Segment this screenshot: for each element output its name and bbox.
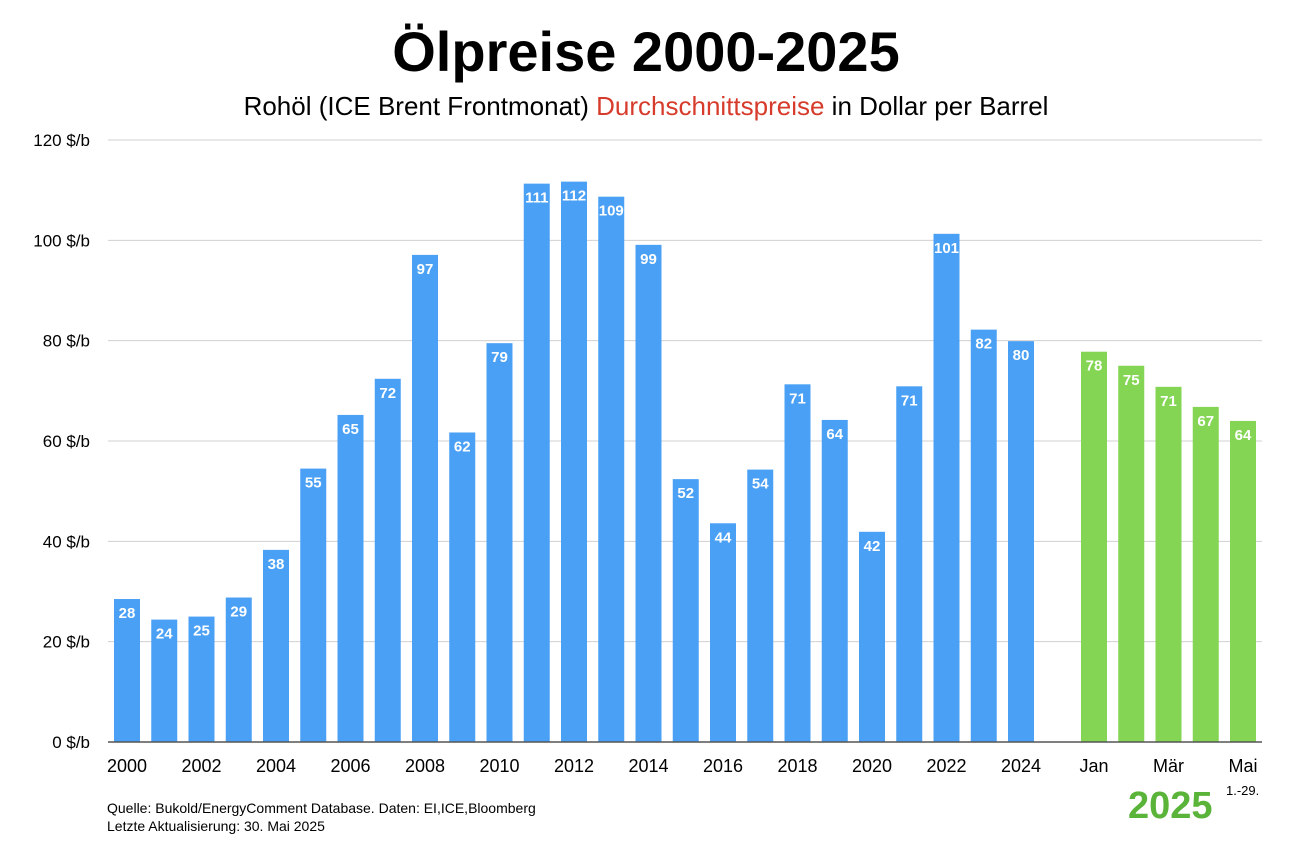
bars [114, 181, 1256, 743]
subtitle-highlight: Durchschnittspreise [596, 91, 825, 121]
data-label: 75 [1123, 372, 1140, 389]
source-line-1: Quelle: Bukold/EnergyComment Database. D… [107, 800, 536, 816]
subtitle-text-2: in Dollar per Barrel [824, 91, 1049, 121]
x-tick-label: Jan [1079, 756, 1108, 776]
data-label: 71 [901, 392, 918, 409]
data-label: 79 [491, 349, 508, 366]
year-2025-label: 2025 [1128, 785, 1213, 827]
bar [263, 549, 289, 742]
bar [1008, 341, 1034, 742]
x-tick-label: 2010 [479, 756, 519, 776]
y-tick-label: 60 $/b [43, 432, 90, 451]
may-period-footnote: 1.-29. [1226, 783, 1260, 798]
y-tick-label: 120 $/b [33, 131, 90, 150]
bar [1192, 406, 1219, 742]
x-tick-label: 2004 [256, 756, 296, 776]
data-label: 25 [193, 623, 210, 640]
x-tick-label: 2012 [554, 756, 594, 776]
chart-subtitle: Rohöl (ICE Brent Frontmonat) Durchschnit… [0, 86, 1292, 126]
x-tick-label: 2002 [181, 756, 221, 776]
x-tick-label: 2006 [330, 756, 370, 776]
bar [859, 531, 885, 742]
bar [225, 597, 252, 742]
data-label: 111 [525, 190, 548, 207]
data-labels: 28 24 25 29 38 55 65 72 97 62 79 111 112 109 99 52 44 54 7… [119, 188, 1252, 643]
y-axis-ticks: 0 $/b 20 $/b 40 $/b 60 $/b 80 $/b 100 $/b 120 … [33, 131, 90, 752]
bar [1118, 365, 1145, 742]
x-tick-label: Mär [1153, 756, 1184, 776]
bar [635, 244, 662, 742]
data-label: 101 [934, 240, 959, 257]
y-tick-label: 80 $/b [43, 332, 90, 351]
y-tick-label: 0 $/b [52, 733, 90, 752]
x-tick-label: 2014 [628, 756, 668, 776]
x-tick-label: 2020 [852, 756, 892, 776]
bar [561, 181, 587, 743]
bar [523, 183, 550, 742]
subtitle-text-1: Rohöl (ICE Brent Frontmonat) [243, 91, 597, 121]
bar [970, 329, 997, 742]
bar [1081, 351, 1107, 742]
data-label: 109 [599, 203, 624, 220]
x-tick-label: 2024 [1001, 756, 1041, 776]
data-label: 44 [715, 529, 732, 546]
bar [896, 386, 923, 742]
x-tick-label: 2022 [926, 756, 966, 776]
data-label: 29 [230, 604, 247, 621]
x-tick-label: 2008 [405, 756, 445, 776]
y-tick-label: 40 $/b [43, 532, 90, 551]
data-label: 24 [156, 626, 173, 643]
x-axis-ticks: 2000 2002 2004 2006 2008 2010 2012 2014 2016 2018… [107, 756, 1258, 776]
data-label: 38 [268, 556, 285, 573]
data-label: 97 [417, 261, 434, 278]
data-label: 42 [864, 538, 881, 555]
bar [933, 233, 960, 743]
bar [710, 523, 736, 742]
data-label: 99 [640, 251, 657, 268]
data-label: 62 [454, 438, 471, 455]
data-label: 64 [1235, 427, 1252, 444]
data-label: 112 [562, 188, 586, 205]
source-line-2: Letzte Aktualisierung: 30. Mai 2025 [107, 818, 325, 834]
data-label: 55 [305, 475, 322, 492]
bar [151, 619, 178, 742]
y-tick-label: 20 $/b [43, 633, 90, 652]
data-label: 82 [975, 336, 992, 353]
bar [1230, 420, 1256, 742]
chart-title: Ölpreise 2000-2025 [392, 20, 900, 83]
bar [784, 384, 811, 742]
x-tick-label: Mai [1228, 756, 1257, 776]
data-label: 71 [1160, 393, 1177, 410]
bar [747, 469, 774, 742]
data-label: 72 [379, 385, 396, 402]
bar [374, 378, 401, 742]
data-label: 65 [342, 421, 359, 438]
data-label: 64 [826, 426, 843, 443]
x-tick-label: 2016 [703, 756, 743, 776]
bar [486, 343, 513, 742]
bar [821, 419, 848, 742]
data-label: 54 [752, 476, 769, 493]
bar [672, 479, 699, 742]
data-label: 28 [119, 605, 136, 622]
bar [114, 599, 140, 742]
bar [598, 196, 625, 742]
bar [337, 414, 364, 742]
bar [188, 616, 215, 742]
x-tick-label: 2000 [107, 756, 147, 776]
data-label: 78 [1086, 358, 1103, 375]
x-tick-label: 2018 [777, 756, 817, 776]
bar [1155, 386, 1182, 742]
data-label: 52 [677, 485, 694, 502]
bar [412, 254, 438, 743]
data-label: 67 [1197, 413, 1214, 430]
bar [449, 432, 476, 742]
y-tick-label: 100 $/b [33, 231, 90, 250]
data-label: 71 [789, 390, 806, 407]
data-label: 80 [1013, 347, 1030, 364]
bar [300, 468, 327, 742]
